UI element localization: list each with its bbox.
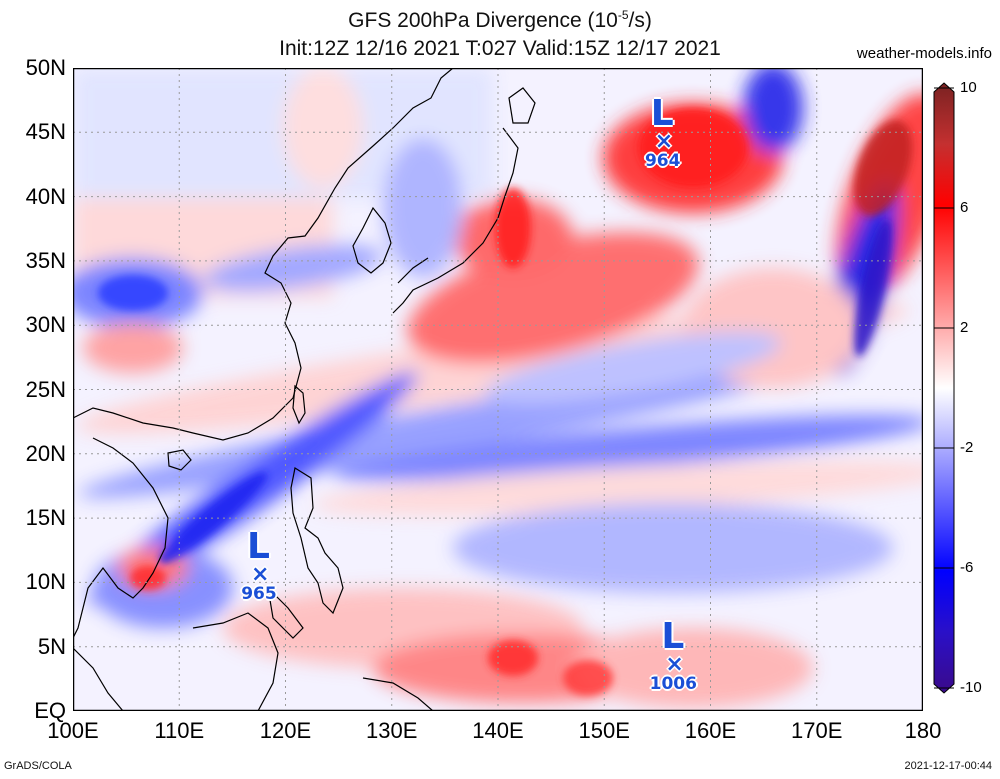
low-pressure-value-965: 965 xyxy=(241,583,277,604)
lat-label-10N: 10N xyxy=(25,569,66,595)
lat-label-15N: 15N xyxy=(25,505,66,531)
site-label[interactable]: weather-models.info xyxy=(856,45,992,62)
lon-label-130E: 130E xyxy=(366,718,418,743)
title-main-text: GFS 200hPa Divergence (10 xyxy=(348,9,618,32)
lon-label-120E: 120E xyxy=(259,718,312,743)
chart-subtitle: Init:12Z 12/16 2021 T:027 Valid:15Z 12/1… xyxy=(279,37,721,60)
coastlines xyxy=(73,68,536,711)
low-pressure-value-1006: 1006 xyxy=(649,673,697,694)
low-center-mark-965: × xyxy=(250,561,270,587)
chart-title: GFS 200hPa Divergence (10-5/s) xyxy=(0,8,1000,33)
colorbar-label--6: -6 xyxy=(960,559,974,576)
low-symbol-965: L xyxy=(246,525,270,567)
colorbar-label-6: 6 xyxy=(960,199,969,216)
colorbar-label--2: -2 xyxy=(960,439,974,456)
lat-label-50N: 50N xyxy=(25,55,66,80)
colorbar-label-10: 10 xyxy=(960,79,977,96)
title-exponent: -5 xyxy=(617,8,629,22)
lon-label-170E: 170E xyxy=(791,718,843,743)
colorbar-label-2: 2 xyxy=(960,319,969,336)
footer-timestamp: 2021-12-17-00:44 xyxy=(904,760,992,772)
low-center-mark-964: × xyxy=(654,128,674,154)
title-unit-end: /s) xyxy=(628,9,652,32)
low-pressure-value-964: 964 xyxy=(644,150,681,171)
lon-label-100E: 100E xyxy=(47,718,99,743)
lon-label-140E: 140E xyxy=(472,718,524,743)
lon-label-160E: 160E xyxy=(684,718,737,743)
lat-label-45N: 45N xyxy=(25,119,66,145)
low-center-mark-1006: × xyxy=(665,651,684,677)
footer-credit: GrADS/COLA xyxy=(4,760,72,772)
divergence-map xyxy=(73,68,923,711)
lon-label-180: 180 xyxy=(904,718,942,743)
lon-label-150E: 150E xyxy=(578,718,630,743)
lat-label-5N: 5N xyxy=(37,633,66,659)
colorbar-label--10: -10 xyxy=(960,679,982,696)
map-border xyxy=(73,68,923,711)
lat-label-25N: 25N xyxy=(25,376,66,402)
low-symbol-964: L xyxy=(650,92,674,134)
divergence-accents xyxy=(98,108,913,696)
colorbar xyxy=(933,82,955,694)
divergence-field xyxy=(73,68,923,708)
low-symbol-1006: L xyxy=(661,615,685,657)
lon-label-110E: 110E xyxy=(154,718,205,743)
lat-label-35N: 35N xyxy=(25,247,66,273)
lat-label-20N: 20N xyxy=(25,440,66,466)
lat-label-EQ: EQ xyxy=(34,698,66,723)
lat-label-30N: 30N xyxy=(25,312,66,338)
lat-label-40N: 40N xyxy=(25,183,66,209)
lat-lon-grid xyxy=(73,68,923,711)
